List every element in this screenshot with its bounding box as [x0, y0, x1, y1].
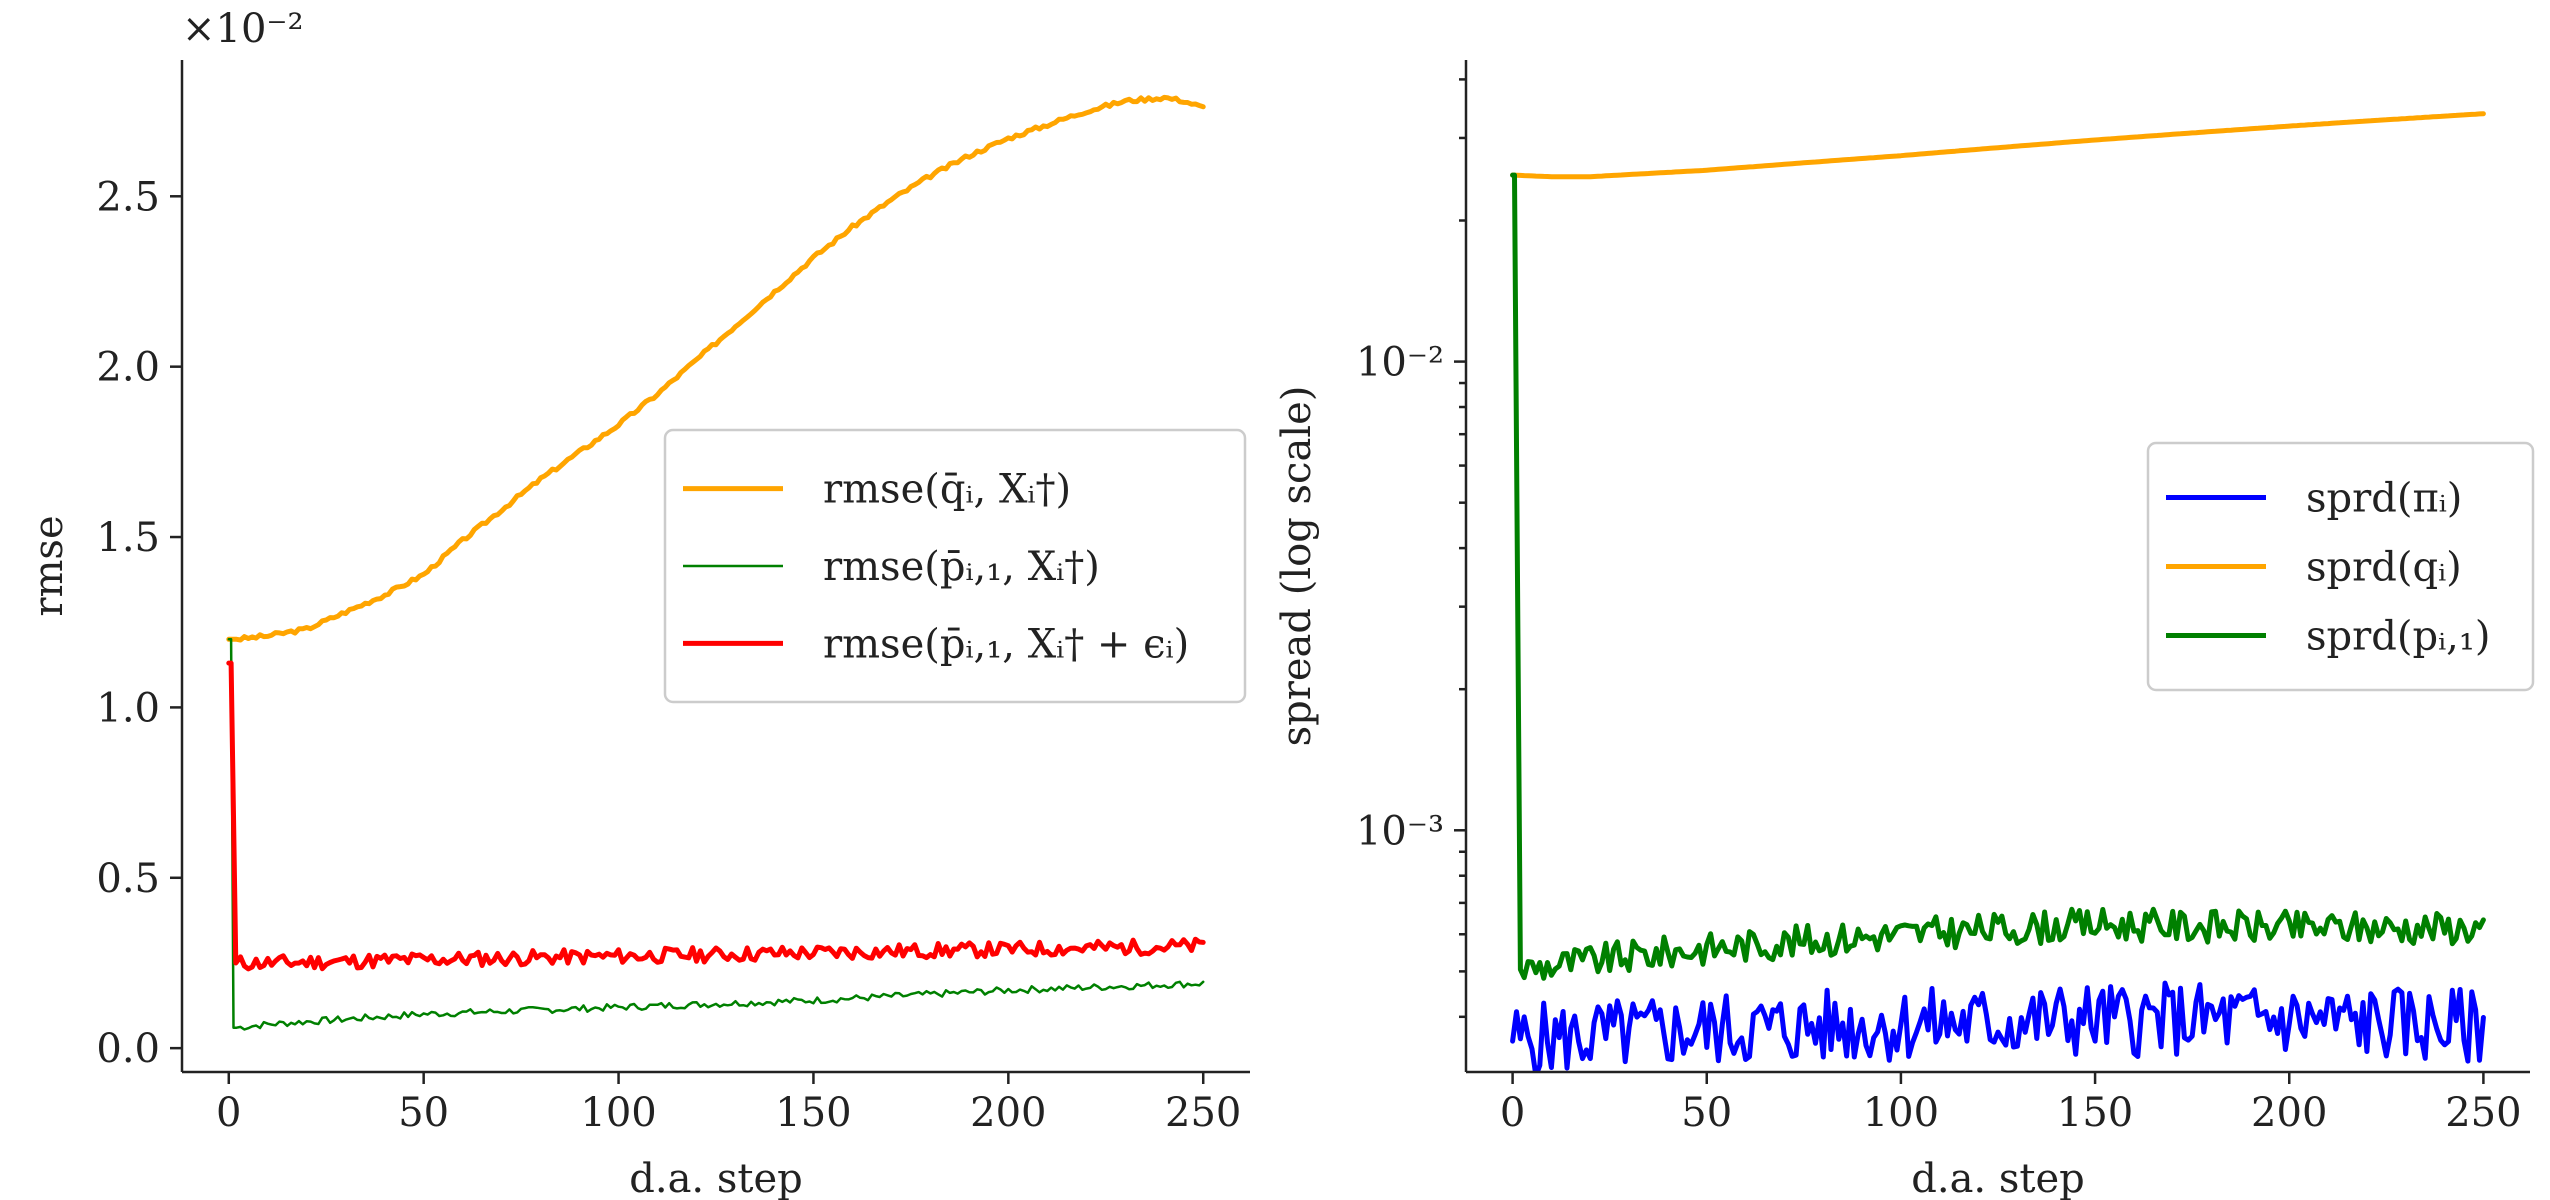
y-tick-label: 1.5 — [96, 515, 160, 561]
series-line-0 — [1510, 980, 2486, 1072]
x-tick-label: 100 — [1863, 1090, 1939, 1136]
legend-frame — [2146, 441, 2535, 692]
rmse-panel: 0 50 100 150 200 250 0.0 0.5 1.0 1.5 2.0 2.5 d.a. st… — [26, 6, 1250, 1200]
x-tick-label: 250 — [1165, 1090, 1241, 1136]
x-tick-label: 150 — [775, 1090, 851, 1136]
series-line-0 — [226, 94, 1206, 643]
legend-label: rmse(p̄ᵢ,₁, Xᵢ† + ϵᵢ) — [823, 621, 1189, 667]
y-tick-label: 10⁻² — [1356, 340, 1444, 386]
x-axis-label: d.a. step — [1911, 1156, 2084, 1200]
legend: rmse(q̄ᵢ, Xᵢ†) rmse(p̄ᵢ,₁, Xᵢ†) rmse(p̄ᵢ,₁… — [663, 428, 1247, 704]
y-tick-label: 1.0 — [96, 685, 160, 731]
x-tick-label: 0 — [216, 1090, 241, 1136]
legend-frame — [663, 428, 1247, 704]
legend-label: sprd(qᵢ) — [2306, 545, 2462, 591]
y-tick-label: 2.5 — [96, 174, 160, 220]
y-tick-label: 0.5 — [96, 856, 160, 902]
series-line-1 — [227, 638, 1205, 1031]
legend-label: rmse(q̄ᵢ, Xᵢ†) — [823, 467, 1071, 513]
legend: sprd(πᵢ) sprd(qᵢ) sprd(pᵢ,₁) — [2146, 441, 2535, 692]
series-group — [1510, 111, 2486, 1072]
legend-label: rmse(p̄ᵢ,₁, Xᵢ†) — [823, 544, 1100, 590]
x-tick-label: 100 — [580, 1090, 656, 1136]
x-tick-label: 250 — [2445, 1090, 2521, 1136]
series-line-1 — [1510, 111, 2486, 180]
series-line-2 — [1510, 172, 2486, 981]
series-line-2 — [226, 660, 1206, 972]
spread-panel: 0 50 100 150 200 250 10⁻³ 10⁻² d.a. step spread (… — [1274, 60, 2535, 1200]
x-tick-label: 150 — [2057, 1090, 2133, 1136]
y-axis-label: rmse — [26, 515, 72, 616]
series-group — [226, 94, 1206, 1031]
y-tick-label: 2.0 — [96, 345, 160, 391]
y-tick-label: 0.0 — [96, 1026, 160, 1072]
legend-label: sprd(pᵢ,₁) — [2306, 614, 2490, 660]
axis-offset-label: ×10⁻² — [182, 6, 304, 52]
x-tick-label: 200 — [970, 1090, 1046, 1136]
x-axis-label: d.a. step — [629, 1156, 802, 1200]
x-tick-label: 200 — [2251, 1090, 2327, 1136]
legend-label: sprd(πᵢ) — [2306, 476, 2462, 522]
y-axis-label: spread (log scale) — [1274, 386, 1320, 747]
x-tick-label: 50 — [398, 1090, 449, 1136]
y-tick-label: 10⁻³ — [1356, 808, 1444, 854]
x-tick-label: 0 — [1500, 1090, 1525, 1136]
x-tick-label: 50 — [1681, 1090, 1732, 1136]
